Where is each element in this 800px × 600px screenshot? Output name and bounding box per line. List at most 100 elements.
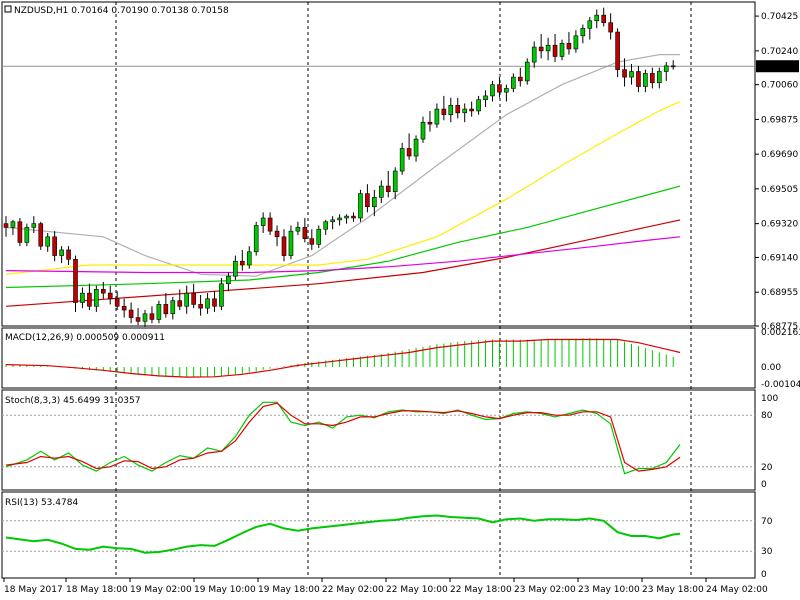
time-axis-label: 22 May 18:00	[450, 585, 512, 595]
candle-body	[476, 99, 481, 112]
candle-body	[253, 225, 259, 253]
moving-average-ma_red	[5, 219, 681, 307]
candle-body	[483, 95, 488, 100]
candle-body	[128, 309, 134, 318]
candle-body	[121, 305, 127, 311]
price-axis-label: 0.69505	[761, 185, 798, 195]
candle-body	[524, 61, 530, 82]
candle-body	[434, 108, 440, 125]
price-axis-label: 0.69875	[761, 115, 798, 125]
time-axis-label: 19 May 02:00	[130, 585, 192, 595]
candle-body	[226, 275, 231, 285]
candle-body	[392, 170, 398, 193]
candle-body	[281, 236, 287, 256]
candle-body	[17, 221, 23, 243]
candle-body	[399, 148, 405, 172]
candle-body	[615, 31, 620, 70]
candle-body	[538, 46, 544, 52]
candle-body	[94, 289, 99, 307]
macd-label: MACD(12,26,9) 0.000509 0.000911	[5, 333, 165, 343]
price-axis-label: 0.69140	[761, 253, 798, 263]
macd-pane-frame	[1, 327, 756, 389]
candle-body	[101, 289, 106, 294]
current-price-tag	[756, 60, 799, 73]
candle-body	[517, 76, 523, 82]
macd-axis-label: 0.002163	[761, 328, 800, 338]
time-axis-label: 24 May 02:00	[706, 585, 768, 595]
stoch-axis-label: 20	[761, 463, 773, 473]
candle-body	[378, 185, 384, 198]
candle-body	[212, 298, 217, 307]
candle-body	[566, 43, 572, 50]
candle-body	[490, 84, 495, 97]
stoch-pane-frame	[1, 389, 756, 491]
candle-body	[107, 292, 113, 300]
candle-body	[191, 292, 196, 305]
candle-body	[406, 148, 412, 157]
candle-body	[601, 14, 607, 23]
candle-body	[448, 105, 454, 115]
rsi-axis-label: 70	[761, 517, 773, 527]
stoch-axis-label: 0	[761, 480, 767, 490]
candle-body	[531, 46, 537, 63]
candle-body	[580, 27, 586, 37]
candle-body	[670, 65, 676, 68]
candle-body	[149, 313, 155, 320]
candle-body	[219, 283, 224, 307]
candle-body	[587, 20, 593, 29]
macd-axis-label: -0.001047	[761, 380, 800, 390]
candle-body	[497, 84, 502, 93]
candle-body	[420, 121, 426, 140]
main-pane-frame	[1, 1, 756, 327]
time-axis-label: 18 May 2017	[4, 585, 63, 595]
candle-body	[163, 304, 169, 315]
stoch-signal-line	[5, 402, 681, 472]
candle-body	[288, 230, 294, 256]
candle-body	[38, 223, 44, 247]
stoch-axis-label: 100	[761, 394, 778, 404]
candle-body	[10, 221, 16, 228]
candle-body	[462, 108, 468, 114]
time-axis-label: 18 May 18:00	[66, 585, 128, 595]
candle-body	[295, 227, 301, 232]
candle-body	[87, 292, 92, 307]
candle-body	[656, 71, 662, 84]
candle-body	[233, 260, 238, 277]
time-axis-label: 22 May 10:00	[386, 585, 448, 595]
candle-body	[663, 65, 669, 72]
candle-body	[309, 238, 315, 245]
candle-body	[622, 69, 627, 78]
candle-body	[323, 221, 329, 230]
candle-body	[73, 259, 78, 303]
time-axis-label: 19 May 10:00	[194, 585, 256, 595]
rsi-line	[5, 514, 681, 554]
candle-body	[455, 105, 461, 114]
candle-body	[240, 260, 245, 266]
candle-body	[552, 44, 558, 57]
current-price-label: 0.70158	[759, 62, 796, 72]
candle-body	[184, 292, 189, 307]
chart-header-label: NZDUSD,H1 0.70164 0.70190 0.70138 0.7015…	[14, 6, 229, 16]
candle-body	[469, 108, 474, 112]
time-axis-label: 19 May 18:00	[258, 585, 320, 595]
candle-body	[316, 228, 322, 245]
moving-average-ma_green	[5, 185, 681, 289]
price-axis-label: 0.69690	[761, 150, 798, 160]
candle-body	[80, 292, 85, 303]
candle-body	[59, 249, 64, 256]
price-axis-label: 0.70425	[761, 12, 798, 22]
candle-body	[205, 298, 210, 309]
candle-body	[114, 298, 120, 307]
candle-body	[594, 14, 600, 22]
chart-window-icon	[4, 5, 12, 13]
candle-body	[246, 251, 252, 266]
time-axis-label: 23 May 18:00	[642, 585, 704, 595]
candle-body	[344, 215, 349, 219]
candle-body	[52, 236, 57, 256]
candle-body	[385, 185, 391, 193]
candle-body	[3, 223, 9, 228]
candle-body	[170, 300, 176, 315]
candle-body	[135, 317, 141, 322]
